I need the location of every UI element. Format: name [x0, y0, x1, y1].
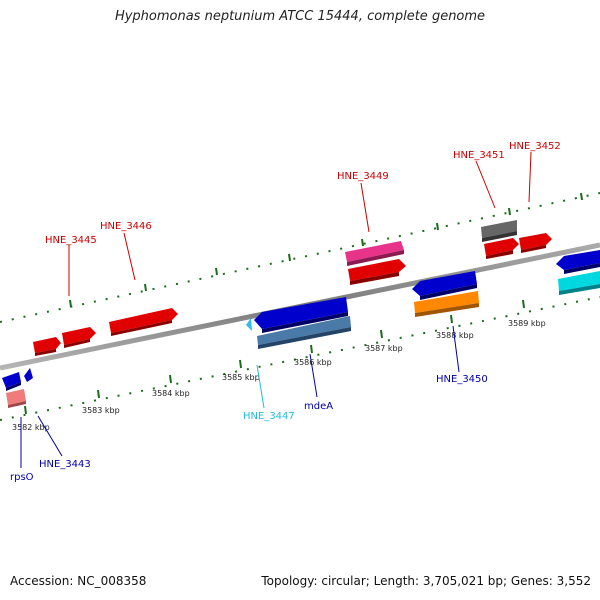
- gene-HNE_3449-pink-arrow[interactable]: [345, 241, 404, 266]
- gene-HNE_3446-arrow[interactable]: [109, 308, 178, 336]
- gene-right-blue-arrow[interactable]: [556, 250, 600, 274]
- tick-label-3582: 3582 kbp: [12, 423, 50, 432]
- gene-label-rpsO[interactable]: rpsO: [10, 472, 34, 483]
- gene-HNE_3445b-arrow[interactable]: [62, 327, 96, 348]
- gene-HNE_3452-arrow[interactable]: [519, 233, 552, 253]
- gene-small-blue-arrow[interactable]: [24, 368, 33, 382]
- gene-rpsO-pseudo-box[interactable]: [6, 389, 26, 408]
- upper-gene-labels: HNE_3445 HNE_3446 HNE_3449 HNE_3451 HNE_…: [45, 141, 561, 246]
- gene-label-HNE_3446[interactable]: HNE_3446: [100, 221, 152, 232]
- tick-label-3585: 3585 kbp: [222, 373, 260, 382]
- tick-label-3583: 3583 kbp: [82, 406, 120, 415]
- gene-label-HNE_3452[interactable]: HNE_3452: [509, 141, 561, 152]
- kbp-tick-labels: 3582 kbp 3583 kbp 3584 kbp 3585 kbp 3586…: [12, 319, 546, 432]
- upper-label-connectors: [68, 151, 532, 296]
- lower-major-ticks: [24, 299, 525, 415]
- gene-HNE_3451-gray-box[interactable]: [481, 220, 517, 242]
- accession-text: Accession: NC_008358: [10, 574, 147, 588]
- page-title: Hyphomonas neptunium ATCC 15444, complet…: [114, 9, 486, 24]
- genome-summary-text: Topology: circular; Length: 3,705,021 bp…: [261, 574, 591, 588]
- gene-right-cyan-box[interactable]: [558, 271, 600, 295]
- upper-major-ticks: [69, 192, 583, 308]
- gene-label-mdeA[interactable]: mdeA: [304, 401, 333, 412]
- gene-HNE_3447-arrow[interactable]: [246, 318, 252, 331]
- gene-HNE_3451-arrow[interactable]: [484, 238, 519, 259]
- tick-label-3587: 3587 kbp: [365, 344, 403, 353]
- tick-label-3588: 3588 kbp: [436, 331, 474, 340]
- gene-mdeA-blue-arrow[interactable]: [254, 297, 348, 333]
- gene-label-HNE_3445[interactable]: HNE_3445: [45, 235, 97, 246]
- gene-label-HNE_3450[interactable]: HNE_3450: [436, 374, 488, 385]
- tick-label-3586: 3586 kbp: [294, 358, 332, 367]
- tick-label-3584: 3584 kbp: [152, 389, 190, 398]
- gene-HNE_3449-arrow[interactable]: [348, 259, 406, 285]
- tick-label-3589: 3589 kbp: [508, 319, 546, 328]
- gene-label-HNE_3443[interactable]: HNE_3443: [39, 459, 91, 470]
- gene-HNE_3445-arrow[interactable]: [33, 337, 61, 356]
- gene-HNE_3450-blue-arrow[interactable]: [412, 271, 477, 300]
- gene-rpsO-arrow[interactable]: [2, 372, 21, 391]
- gene-label-HNE_3451[interactable]: HNE_3451: [453, 150, 505, 161]
- lower-gene-labels: rpsO HNE_3443 HNE_3447 mdeA HNE_3450: [10, 374, 488, 483]
- gene-label-HNE_3447[interactable]: HNE_3447: [243, 411, 295, 422]
- gene-label-HNE_3449[interactable]: HNE_3449: [337, 171, 389, 182]
- gene-HNE_3450-orange-box[interactable]: [414, 291, 479, 317]
- gene-mdeA-steel-box[interactable]: [257, 316, 351, 349]
- lower-label-connectors: [20, 325, 460, 468]
